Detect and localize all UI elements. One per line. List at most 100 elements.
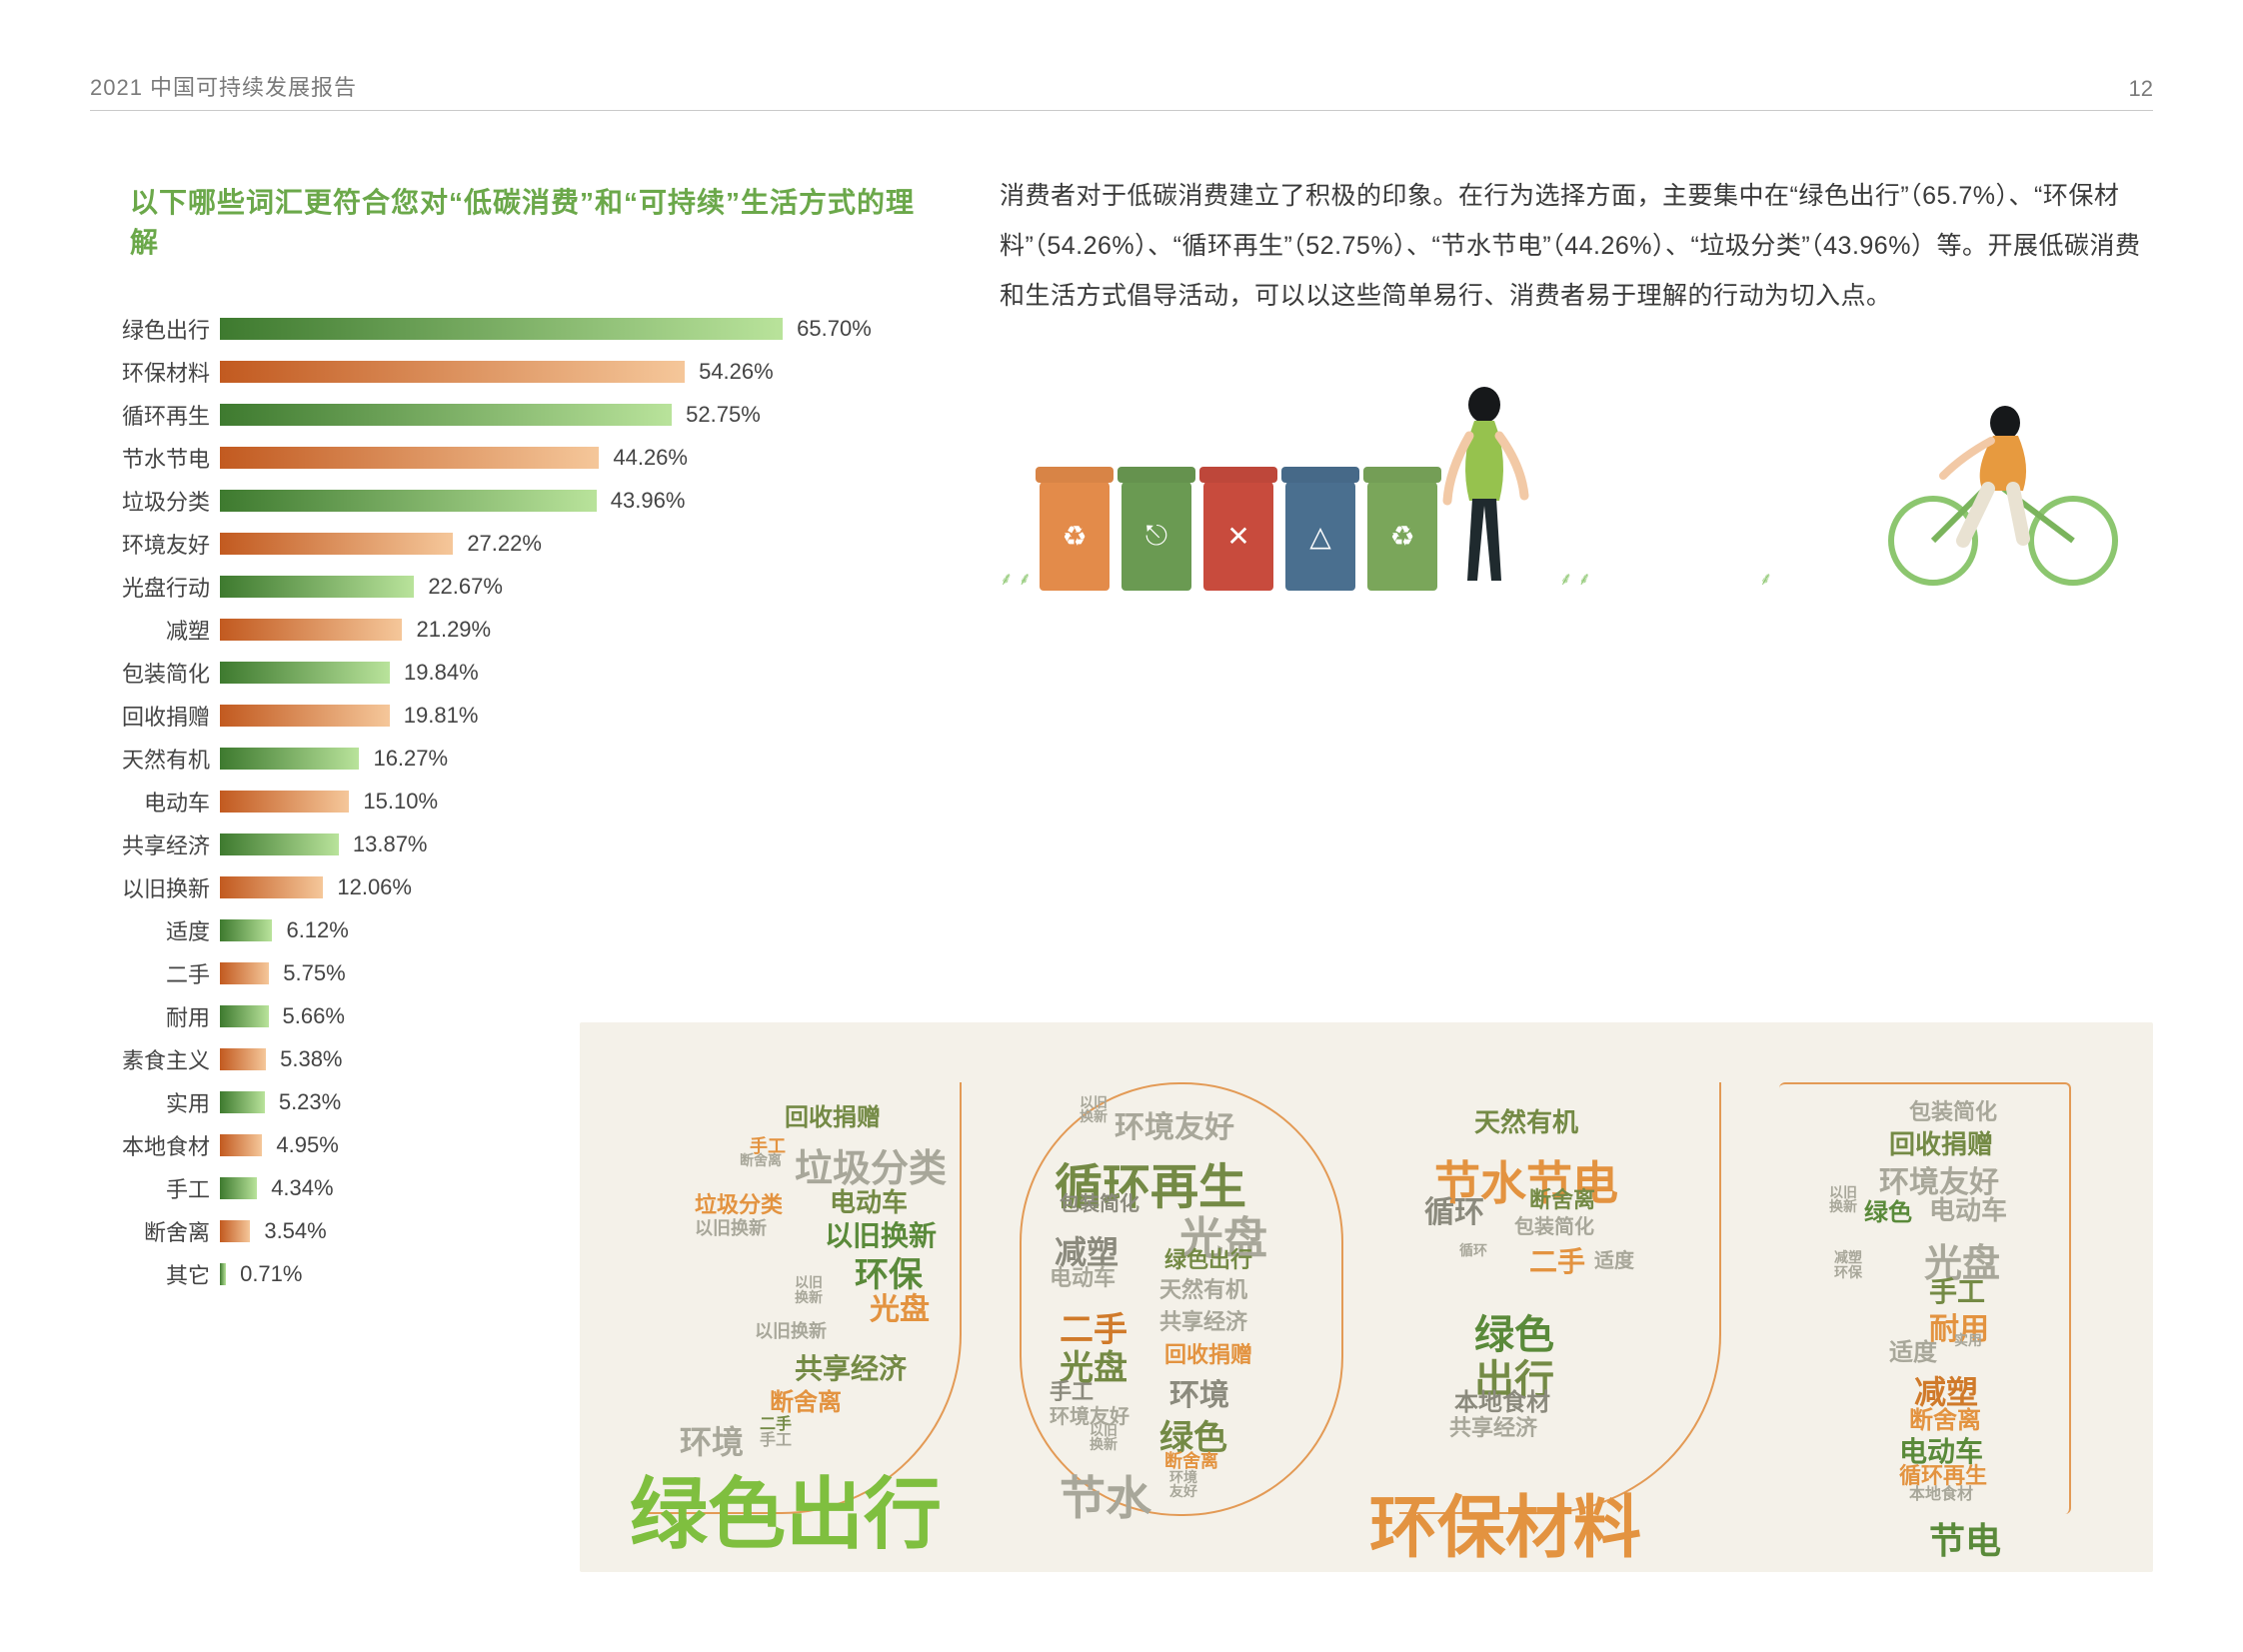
wordcloud-word: 本地食材: [1909, 1480, 1973, 1504]
wordcloud-word: 天然有机: [1159, 1272, 1247, 1304]
walking-person-icon: [1429, 381, 1539, 591]
bar-wrap: 13.87%: [220, 831, 940, 857]
bar: [220, 919, 272, 941]
wordcloud-word: 共享经济: [1449, 1410, 1537, 1442]
value-label: 5.75%: [283, 960, 345, 986]
grass-icon: ⸙ ⸙: [1000, 567, 1032, 591]
chart-row: 减塑21.29%: [90, 612, 940, 648]
bar: [220, 404, 672, 426]
bin-symbol-icon: ♻: [1040, 481, 1110, 591]
bar-wrap: 43.96%: [220, 488, 940, 514]
value-label: 43.96%: [611, 488, 686, 514]
value-label: 54.26%: [699, 359, 774, 385]
bar-wrap: 5.75%: [220, 960, 940, 986]
wordcloud-word: 换新: [795, 1287, 823, 1307]
wordcloud-word: 绿色: [1864, 1192, 1912, 1227]
recycle-bins: ♻⎋✕△♻: [1040, 481, 1437, 591]
value-label: 16.27%: [373, 746, 448, 772]
wordcloud-word: 环保材料: [1369, 1472, 1641, 1571]
value-label: 5.38%: [280, 1046, 342, 1072]
category-label: 实用: [90, 1086, 220, 1118]
wordcloud-word: 环境: [1169, 1370, 1229, 1414]
wordcloud-word: 共享经济: [1159, 1304, 1247, 1336]
wordcloud-word: 二手: [1529, 1240, 1585, 1280]
value-label: 4.34%: [271, 1175, 333, 1201]
recycling-illustration: ♻⎋✕△♻: [1000, 361, 2153, 591]
wordcloud-word: 换新: [1080, 1106, 1108, 1126]
body-paragraph: 消费者对于低碳消费建立了积极的印象。在行为选择方面，主要集中在“绿色出行”（65…: [1000, 171, 2153, 321]
chart-row: 节水节电44.26%: [90, 440, 940, 476]
category-label: 包装简化: [90, 657, 220, 689]
bar-wrap: 54.26%: [220, 359, 940, 385]
recycle-bin-icon: ✕: [1203, 481, 1273, 591]
wordcloud-word: 环境友好: [1115, 1102, 1234, 1146]
category-label: 适度: [90, 914, 220, 946]
bar-wrap: 15.10%: [220, 789, 940, 815]
bar: [220, 619, 402, 641]
wordcloud-word: 光盘: [870, 1284, 930, 1328]
chart-row: 电动车15.10%: [90, 784, 940, 820]
chart-row: 环保材料54.26%: [90, 354, 940, 390]
wordcloud-word: 回收捐赠: [785, 1097, 881, 1132]
value-label: 19.81%: [404, 703, 479, 729]
bar: [220, 1048, 266, 1070]
category-label: 天然有机: [90, 743, 220, 775]
category-label: 手工: [90, 1172, 220, 1204]
bar-wrap: 19.84%: [220, 660, 940, 686]
value-label: 15.10%: [363, 789, 438, 815]
recycle-bin-icon: ⎋: [1122, 481, 1191, 591]
grass-icon: ⸙: [1759, 567, 1773, 591]
value-label: 52.75%: [686, 402, 761, 428]
chart-row: 绿色出行65.70%: [90, 311, 940, 347]
value-label: 6.12%: [286, 917, 348, 943]
category-label: 本地食材: [90, 1129, 220, 1161]
bar: [220, 1177, 257, 1199]
bar: [220, 1220, 250, 1242]
category-label: 以旧换新: [90, 871, 220, 903]
bar: [220, 833, 339, 855]
category-label: 回收捐赠: [90, 700, 220, 732]
page-number: 12: [2129, 76, 2153, 102]
chart-row: 垃圾分类 43.96%: [90, 483, 940, 519]
wordcloud-word: 节电: [1929, 1512, 2001, 1564]
value-label: 4.95%: [276, 1132, 338, 1158]
bar: [220, 1005, 269, 1027]
value-label: 19.84%: [404, 660, 479, 686]
bar: [220, 361, 685, 383]
bar-wrap: 65.70%: [220, 316, 940, 342]
wordcloud-word: 电动车: [1050, 1260, 1116, 1292]
category-label: 垃圾分类: [90, 485, 220, 517]
bar: [220, 1263, 226, 1285]
bar-wrap: 21.29%: [220, 617, 940, 643]
wordcloud-word: 以旧换新: [755, 1317, 827, 1343]
grass-icon: ⸙ ⸙: [1559, 567, 1591, 591]
bin-symbol-icon: ♻: [1367, 481, 1437, 591]
bar-wrap: 44.26%: [220, 445, 940, 471]
wordcloud-word: 环境: [680, 1417, 744, 1463]
wordcloud-2021: 绿色出行回收捐赠手工断舍离垃圾分类垃圾分类电动车以旧换新以旧换新环保以旧换新光盘…: [580, 1022, 2153, 1572]
value-label: 65.70%: [797, 316, 872, 342]
wordcloud-word: 以旧换新: [695, 1214, 767, 1240]
bar-wrap: 22.67%: [220, 574, 940, 600]
category-label: 素食主义: [90, 1043, 220, 1075]
value-label: 13.87%: [353, 831, 428, 857]
category-label: 断舍离: [90, 1215, 220, 1247]
bar: [220, 490, 597, 512]
chart-title: 以下哪些词汇更符合您对“低碳消费”和“可持续”生活方式的理解: [130, 181, 940, 261]
wordcloud-word: 环保: [1834, 1262, 1862, 1282]
wordcloud-word: 换新: [1829, 1196, 1857, 1216]
wordcloud-word: 节水: [1060, 1462, 1151, 1528]
bar: [220, 962, 269, 984]
report-title: 2021 中国可持续发展报告: [90, 70, 357, 102]
category-label: 循环再生: [90, 399, 220, 431]
wordcloud-word: 绿色出行: [630, 1452, 942, 1564]
category-label: 共享经济: [90, 828, 220, 860]
category-label: 其它: [90, 1258, 220, 1290]
chart-row: 适度 6.12%: [90, 912, 940, 948]
bar-wrap: 16.27%: [220, 746, 940, 772]
value-label: 12.06%: [337, 874, 412, 900]
wordcloud-word: 实用: [1954, 1330, 1982, 1350]
bar: [220, 1134, 262, 1156]
recycle-bin-icon: △: [1285, 481, 1355, 591]
bar: [220, 876, 323, 898]
